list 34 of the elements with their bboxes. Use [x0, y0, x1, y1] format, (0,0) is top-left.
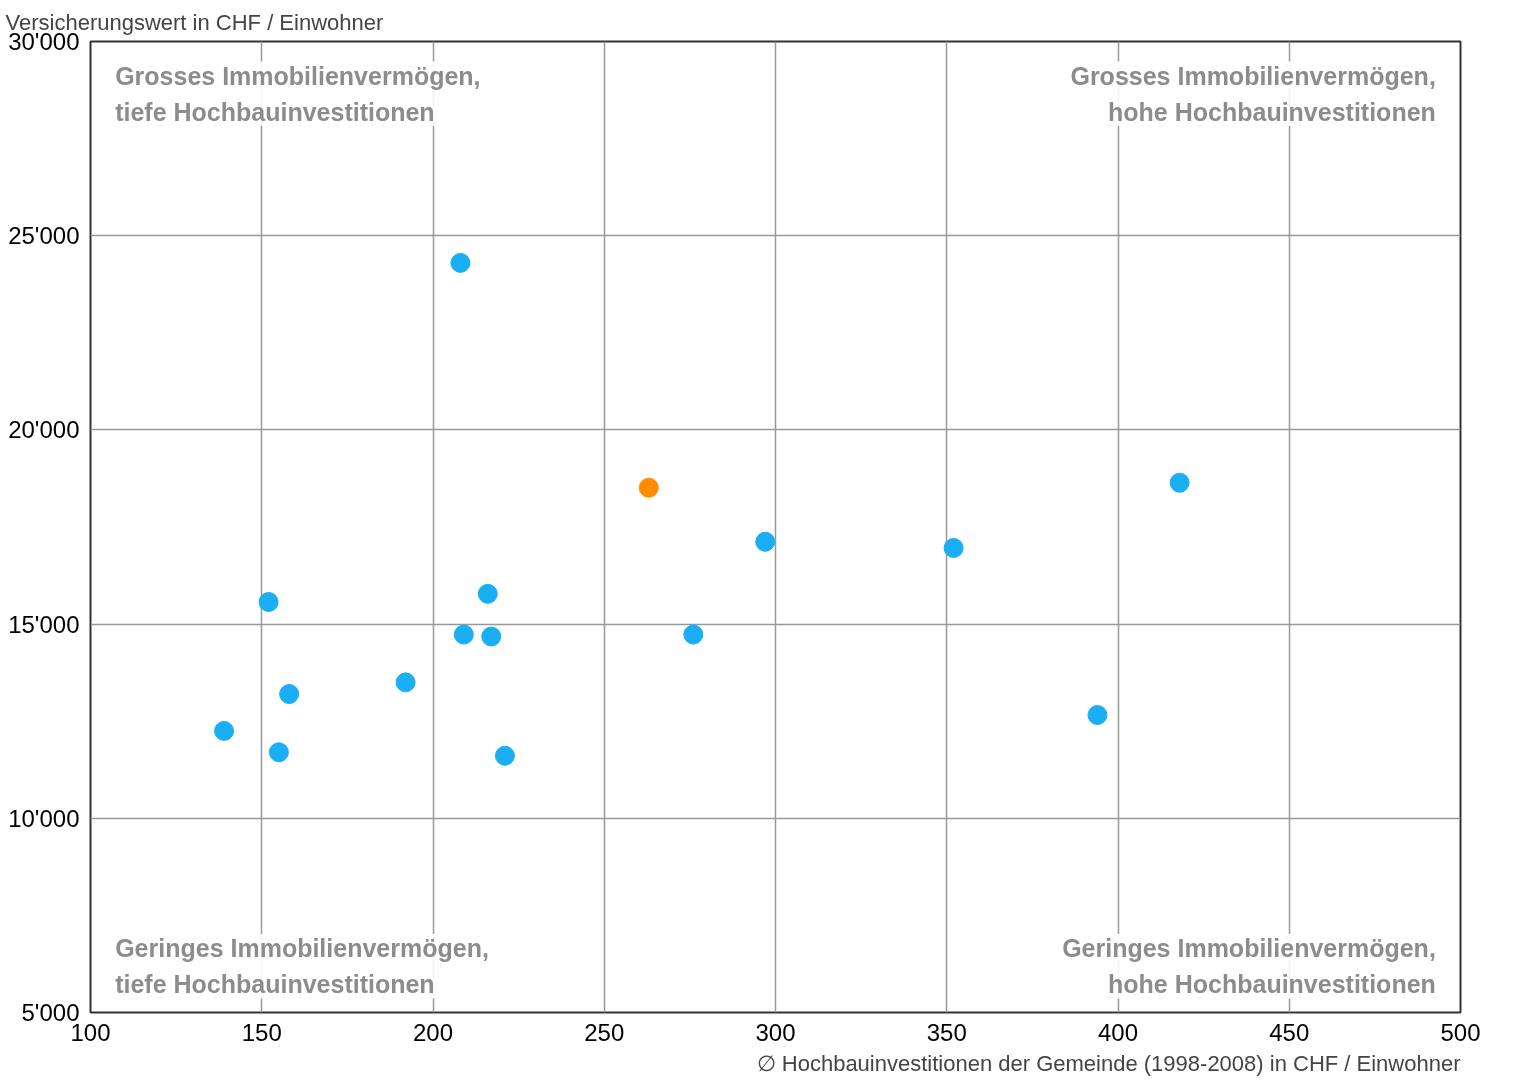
point: [1087, 705, 1108, 725]
y-tick-label: 20'000: [8, 416, 80, 444]
point: [453, 624, 474, 645]
point: [494, 745, 515, 766]
point: [943, 537, 964, 558]
point: [755, 531, 776, 552]
x-tick-label: 450: [1269, 1018, 1310, 1046]
point: [683, 624, 704, 645]
x-tick-label: 200: [412, 1018, 454, 1046]
annotation: Grosses Immobilienvermögen, hohe Hochbauinvestitionen: [1070, 61, 1436, 126]
x-tick-label: 300: [755, 1018, 796, 1046]
point: [279, 684, 300, 704]
point: [481, 626, 502, 647]
annotation: Geringes Immobilienvermögen, hohe Hochbauinvestitionen: [1062, 934, 1436, 999]
point: [477, 583, 498, 604]
point: [638, 477, 659, 498]
point: [258, 591, 279, 612]
annotation: Grosses Immobilienvermögen, tiefe Hochbauinvestitionen: [115, 61, 481, 126]
x-tick-label: 250: [584, 1018, 625, 1046]
point: [395, 672, 416, 693]
x-tick-label: 500: [1440, 1018, 1481, 1046]
annotation: Geringes Immobilienvermögen, tiefe Hochbauinvestitionen: [115, 934, 489, 999]
y-tick-label: 10'000: [8, 804, 80, 832]
point: [214, 720, 235, 741]
point: [268, 742, 289, 763]
x-tick-label: 400: [1097, 1018, 1139, 1046]
x-axis-title: ∅ Hochbauinvestitionen der Gemeinde (1998-2008) in CHF / Einwohner: [756, 1050, 1461, 1076]
point: [450, 252, 471, 273]
x-tick-label: 150: [241, 1018, 282, 1046]
y-tick-label: 25'000: [8, 222, 80, 250]
y-axis-title: Versicherungswert in CHF / Einwohner: [5, 9, 384, 35]
point: [1169, 472, 1190, 493]
x-tick-label: 350: [926, 1018, 967, 1046]
y-tick-label: 15'000: [8, 610, 80, 638]
